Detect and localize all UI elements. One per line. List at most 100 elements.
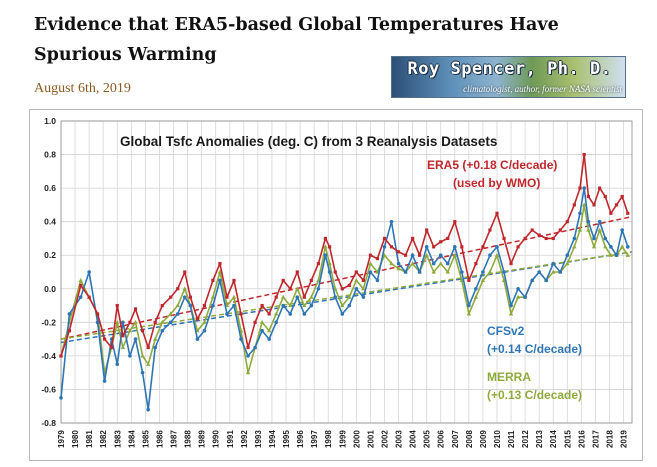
cfsv2-point — [502, 270, 506, 274]
x-tick-label: 1980 — [71, 430, 80, 448]
y-tick-label: 0.2 — [44, 250, 56, 260]
era5-point — [160, 303, 164, 308]
merra-point — [361, 286, 366, 291]
merra-point — [302, 303, 307, 308]
x-tick-label: 2015 — [563, 430, 572, 448]
cfsv2-point — [232, 303, 236, 308]
merra-point — [572, 244, 577, 249]
y-tick-label: -0.4 — [41, 351, 56, 361]
cfsv2-point — [530, 278, 534, 283]
era5-point — [467, 278, 471, 282]
era5-point — [582, 152, 586, 157]
cfsv2-point — [274, 320, 278, 325]
cfsv2-point — [260, 328, 264, 333]
cfsv2-point — [253, 345, 257, 350]
x-tick-label: 1986 — [155, 430, 164, 448]
cfsv2-point — [382, 245, 387, 249]
x-tick-label: 1993 — [254, 430, 263, 448]
merra-point — [619, 244, 625, 249]
cfsv2-point — [516, 286, 520, 291]
cfsv2-point — [481, 270, 485, 274]
cfsv2-point — [361, 295, 366, 299]
cfsv2-point — [488, 253, 492, 258]
era5-point — [146, 345, 150, 350]
cfsv2-point — [582, 186, 586, 190]
x-tick-labels: 1979 1980 1981 1982 1983 1984 1985 1986 1987 1988… — [57, 430, 629, 448]
era5-label: (used by WMO) — [453, 176, 540, 190]
x-tick-label: 1995 — [282, 430, 291, 448]
era5-point — [188, 295, 192, 299]
cfsv2-point — [354, 286, 359, 291]
era5-point — [530, 228, 534, 232]
era5-point — [481, 245, 485, 249]
cfsv2-point — [295, 295, 300, 299]
cfsv2-point — [211, 303, 215, 308]
y-tick-label: 0.0 — [44, 284, 56, 294]
x-tick-label: 2010 — [493, 430, 502, 448]
merra-point — [145, 361, 151, 366]
merra-point — [175, 303, 180, 308]
era5-point — [411, 236, 415, 241]
site-banner[interactable]: Roy Spencer, Ph. D. climatologist, autho… — [391, 56, 626, 98]
cfsv2-point — [121, 320, 125, 325]
cfsv2-point — [551, 261, 556, 266]
cfsv2-point — [309, 303, 314, 308]
era5-point — [95, 312, 100, 316]
era5-point — [509, 262, 513, 266]
era5-point — [578, 186, 582, 190]
x-tick-label: 1999 — [338, 430, 347, 448]
cfsv2-point — [592, 236, 596, 241]
era5-point — [609, 211, 613, 215]
x-tick-label: 2011 — [507, 430, 516, 448]
cfsv2-point — [327, 270, 332, 274]
cfsv2-point — [267, 337, 271, 341]
era5-point — [340, 287, 344, 291]
x-tick-label: 1984 — [127, 430, 136, 448]
cfsv2-point — [160, 328, 165, 333]
x-tick-label: 2003 — [395, 430, 404, 448]
cfsv2-point — [578, 211, 582, 216]
merra-point — [603, 244, 608, 249]
chart-title: Global Tsfc Anomalies (deg. C) from 3 Re… — [120, 134, 497, 149]
merra-point — [473, 294, 479, 299]
x-tick-label: 1979 — [57, 430, 66, 448]
era5-point — [302, 295, 306, 299]
era5-point — [102, 337, 107, 341]
x-tick-label: 1997 — [310, 430, 319, 448]
era5-point — [626, 211, 630, 215]
merra-point — [133, 319, 138, 324]
merra-point — [508, 311, 514, 316]
merra-point — [445, 269, 450, 274]
cfsv2-point — [424, 245, 429, 249]
cfsv2-line — [60, 187, 629, 411]
cfsv2-point — [495, 245, 499, 249]
era5-point — [309, 278, 313, 282]
cfsv2-point — [153, 345, 158, 350]
era5-point — [603, 194, 607, 199]
era5-point — [328, 245, 332, 249]
cfsv2-point — [410, 253, 415, 258]
merra-point — [551, 269, 556, 274]
x-tick-label: 2006 — [437, 430, 446, 448]
merra-point — [259, 319, 265, 324]
merra-point — [182, 286, 187, 291]
cfsv2-series — [59, 186, 630, 412]
grid-lines — [60, 120, 633, 424]
cfsv2-point — [281, 303, 286, 308]
x-tick-label: 1982 — [99, 430, 108, 448]
merra-point — [515, 294, 521, 299]
banner-name: Roy Spencer, Ph. D. — [407, 59, 612, 79]
cfsv2-point — [239, 337, 243, 341]
era5-point — [403, 253, 408, 257]
merra-point — [78, 277, 83, 282]
cfsv2-point — [67, 312, 72, 316]
x-tick-label: 2009 — [479, 430, 488, 448]
x-tick-label: 1990 — [212, 430, 221, 448]
merra-point — [581, 202, 587, 207]
era5-point — [572, 203, 576, 207]
merra-point — [340, 303, 345, 308]
era5-point — [598, 186, 602, 190]
era5-point — [586, 194, 591, 199]
era5-point — [516, 245, 520, 249]
cfsv2-point — [586, 219, 591, 224]
